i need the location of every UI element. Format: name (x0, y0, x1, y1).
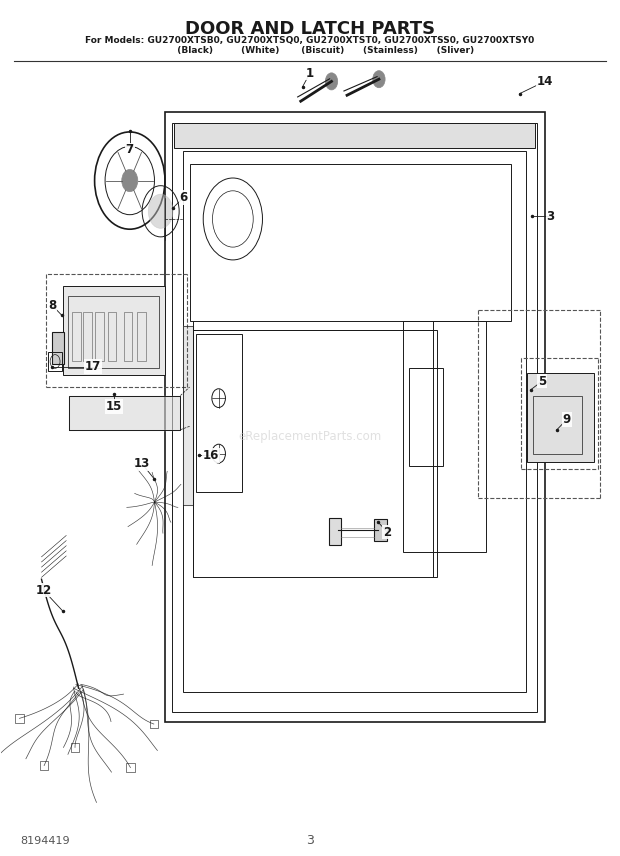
Circle shape (148, 194, 173, 229)
Text: 7: 7 (126, 143, 134, 157)
Text: 16: 16 (203, 449, 219, 461)
Bar (71, 743, 79, 752)
Bar (165, 112, 544, 722)
Bar (409, 368, 443, 467)
Text: 5: 5 (538, 375, 546, 388)
Text: 13: 13 (134, 457, 150, 470)
Text: 2: 2 (383, 526, 391, 538)
Bar (374, 520, 387, 542)
Text: (Black)         (White)       (Biscuit)      (Stainless)      (Sliver): (Black) (White) (Biscuit) (Stainless) (S… (146, 46, 474, 56)
Text: 15: 15 (105, 400, 122, 413)
Bar (193, 330, 436, 577)
Bar (48, 352, 62, 371)
Text: eReplacementParts.com: eReplacementParts.com (238, 430, 382, 443)
Bar (84, 312, 92, 361)
Bar (329, 518, 341, 545)
Bar (527, 372, 594, 462)
Bar (15, 714, 24, 722)
Text: 6: 6 (179, 191, 188, 204)
Text: DOOR AND LATCH PARTS: DOOR AND LATCH PARTS (185, 20, 435, 38)
Text: 1: 1 (306, 67, 314, 80)
Bar (172, 122, 537, 712)
Bar (123, 312, 132, 361)
Bar (137, 312, 146, 361)
Text: 14: 14 (536, 75, 553, 88)
Bar (174, 122, 535, 148)
Text: 9: 9 (562, 413, 571, 426)
Bar (126, 764, 135, 772)
Text: 17: 17 (84, 360, 101, 373)
Bar (95, 312, 104, 361)
Circle shape (373, 71, 385, 87)
Text: 3: 3 (547, 210, 555, 223)
Circle shape (122, 169, 138, 192)
Circle shape (326, 73, 338, 90)
Bar (196, 334, 242, 492)
Text: 12: 12 (35, 584, 51, 597)
Polygon shape (69, 395, 180, 430)
Text: For Models: GU2700XTSB0, GU2700XTSQ0, GU2700XTST0, GU2700XTSS0, GU2700XTSY0: For Models: GU2700XTSB0, GU2700XTSQ0, GU… (86, 36, 534, 45)
Bar (190, 163, 511, 321)
Bar (68, 296, 159, 368)
Bar (107, 312, 116, 361)
Bar (63, 286, 165, 375)
Bar (149, 720, 158, 728)
Bar (402, 321, 486, 552)
Bar (40, 761, 48, 770)
Text: 8: 8 (48, 299, 56, 312)
Bar (73, 312, 81, 361)
Text: 3: 3 (306, 835, 314, 847)
Polygon shape (184, 325, 193, 505)
Bar (184, 151, 526, 693)
Bar (533, 395, 582, 454)
Bar (52, 331, 64, 364)
Text: 8194419: 8194419 (20, 836, 69, 846)
